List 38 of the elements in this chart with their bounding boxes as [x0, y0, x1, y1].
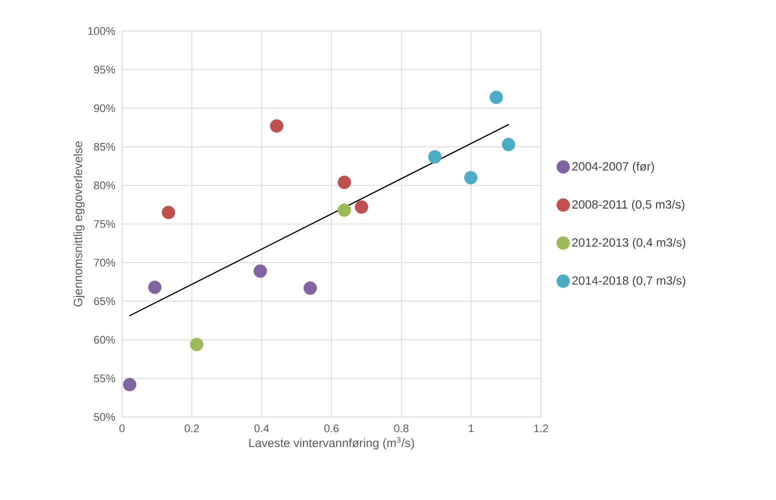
x-tick-label: 1	[468, 424, 474, 432]
x-tick-label: 0	[119, 424, 125, 432]
y-tick-label: 55%	[94, 374, 116, 382]
point	[148, 280, 162, 294]
y-tick-label: 90%	[94, 104, 116, 112]
point	[490, 90, 503, 104]
y-tick-label: 85%	[94, 142, 116, 151]
point	[270, 119, 284, 133]
y-tick-label: 65%	[94, 297, 116, 306]
point	[254, 264, 267, 278]
point	[338, 176, 352, 189]
x-axis-title: Laveste vintervannføring (m$^{3}$/s)	[249, 437, 414, 450]
x-tick-label: 1.2	[534, 424, 548, 432]
point	[338, 203, 352, 217]
point	[354, 200, 368, 214]
point	[428, 150, 442, 164]
y-tick-label: 50%	[94, 413, 116, 421]
legend-label: 2012-2013 (0,4 m3/s)	[572, 238, 686, 250]
x-tick-label: 0.4	[254, 424, 269, 432]
point	[123, 378, 136, 392]
x-tick-label: 0.6	[324, 424, 339, 432]
point	[502, 138, 516, 152]
legend-label: 2014-2018 (0,7 m3/s)	[572, 276, 686, 288]
y-tick-label: 75%	[94, 220, 116, 228]
x-tick-label: 0.8	[394, 424, 408, 432]
point	[304, 281, 317, 295]
point	[162, 206, 176, 220]
y-tick-label: 95%	[94, 66, 116, 74]
y-axis-title: Gjennomsnittlig eggoverlevelse	[73, 142, 85, 306]
legend-label: 2004-2007 (før)	[572, 162, 654, 173]
point	[190, 338, 204, 352]
y-tick-label: 100%	[88, 27, 116, 35]
y-tick-label: 80%	[94, 182, 116, 190]
x-tick-label: 0.2	[184, 424, 199, 432]
point	[464, 171, 478, 184]
y-tick-label: 60%	[94, 336, 116, 344]
legend-label: 2008-2011 (0,5 m3/s)	[572, 200, 684, 212]
y-tick-label: 70%	[94, 258, 116, 266]
